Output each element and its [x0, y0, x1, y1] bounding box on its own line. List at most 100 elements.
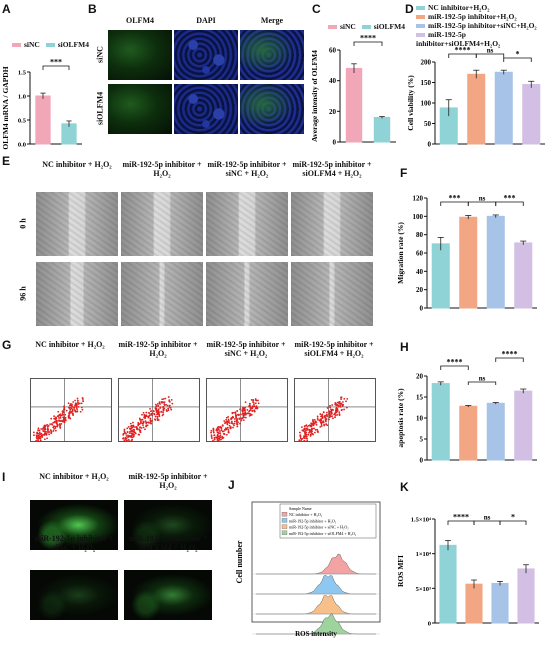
wound-image	[36, 192, 118, 256]
event-dot	[43, 434, 46, 436]
event-dot	[331, 404, 334, 406]
event-dot	[133, 433, 136, 436]
event-dot	[345, 406, 348, 409]
event-dot	[336, 409, 339, 412]
event-dot	[253, 402, 255, 404]
panel-label-i: I	[2, 470, 6, 484]
significance-label: *	[511, 513, 515, 522]
event-dot	[53, 420, 56, 423]
event-dot	[219, 430, 221, 433]
event-dot	[223, 433, 226, 435]
event-dot	[153, 413, 156, 416]
event-dot	[303, 435, 305, 437]
panel-label-j: J	[228, 478, 235, 492]
dot-plot-svg	[119, 379, 199, 441]
event-dot	[227, 428, 230, 431]
event-dot	[298, 439, 301, 441]
event-dot	[76, 397, 79, 400]
event-dot	[162, 409, 165, 411]
panel-label-d: D	[405, 2, 414, 16]
event-dot	[139, 431, 142, 434]
y-tick-label: 60	[416, 250, 424, 258]
legend-swatch	[45, 43, 55, 48]
event-dot	[234, 413, 237, 415]
event-dot	[64, 418, 67, 421]
group-label: miR-192-5p inhibitor + siNC + H₂O₂	[206, 340, 286, 358]
event-dot	[343, 408, 345, 411]
event-dot	[81, 397, 84, 400]
event-dot	[44, 424, 46, 427]
event-dot	[168, 400, 171, 403]
event-dot	[338, 411, 341, 414]
event-dot	[230, 420, 233, 423]
event-dot	[63, 408, 66, 411]
event-dot	[242, 406, 244, 409]
event-dot	[233, 420, 236, 423]
micrograph-image	[240, 84, 304, 134]
y-tick-label: 60	[329, 47, 337, 55]
significance-bracket	[42, 65, 70, 70]
event-dot	[339, 402, 341, 405]
y-tick-label: 150	[421, 79, 432, 87]
event-dot	[327, 410, 330, 412]
significance-bracket	[440, 365, 469, 370]
event-dot	[157, 419, 160, 421]
event-dot	[75, 402, 78, 405]
event-dot	[147, 415, 150, 418]
chart-f: 0 20 40 60 80 100 120 Migration rate (%) *** ns **…	[396, 194, 537, 313]
panel-c-legend: siNC siOLFM4	[328, 22, 405, 31]
event-dot	[313, 431, 316, 434]
row-label: 0 h	[18, 218, 28, 229]
event-dot	[328, 412, 331, 415]
event-dot	[252, 399, 255, 402]
event-dot	[250, 399, 253, 401]
event-dot	[169, 406, 172, 409]
event-dot	[50, 417, 53, 420]
event-dot	[156, 415, 159, 418]
event-dot	[82, 400, 85, 403]
y-axis-label: Cell number	[235, 540, 244, 583]
event-dot	[78, 402, 81, 405]
event-dot	[76, 410, 79, 413]
event-dot	[52, 421, 55, 424]
event-dot	[216, 428, 218, 430]
event-dot	[75, 407, 78, 410]
event-dot	[227, 421, 230, 424]
event-dot	[218, 437, 221, 440]
event-dot	[334, 401, 337, 404]
event-dot	[158, 415, 161, 418]
group-label: miR-192-5p inhibitor + siNC + H₂O₂	[207, 160, 287, 178]
event-dot	[303, 440, 306, 441]
event-dot	[331, 412, 333, 415]
event-dot	[210, 437, 213, 440]
event-dot	[40, 432, 43, 435]
event-dot	[324, 416, 327, 419]
event-dot	[221, 435, 224, 438]
bar	[486, 215, 505, 309]
event-dot	[316, 430, 319, 433]
wound-image	[206, 192, 288, 256]
event-dot	[71, 410, 74, 413]
column-label: DAPI	[196, 16, 216, 25]
event-dot	[81, 408, 84, 411]
legend-label: miR-192-5p inhibitor + siNC + H₂O₂	[289, 525, 349, 530]
event-dot	[334, 414, 337, 417]
event-dot	[168, 406, 171, 408]
event-dot	[346, 397, 349, 400]
event-dot	[33, 434, 35, 437]
event-dot	[58, 417, 60, 419]
bar	[514, 242, 533, 309]
event-dot	[256, 406, 259, 409]
event-dot	[59, 427, 62, 429]
micrograph-image	[174, 84, 238, 134]
micrograph-image	[174, 30, 238, 80]
event-dot	[77, 405, 80, 408]
legend-swatch	[361, 25, 371, 30]
legend-label: NC inhibitor+H₂O₂	[428, 3, 490, 12]
event-dot	[157, 410, 160, 413]
event-dot	[74, 399, 76, 402]
y-axis-label: Migration rate (%)	[396, 222, 405, 284]
event-dot	[128, 435, 131, 437]
micrograph-image	[240, 30, 304, 80]
event-dot	[43, 427, 46, 429]
